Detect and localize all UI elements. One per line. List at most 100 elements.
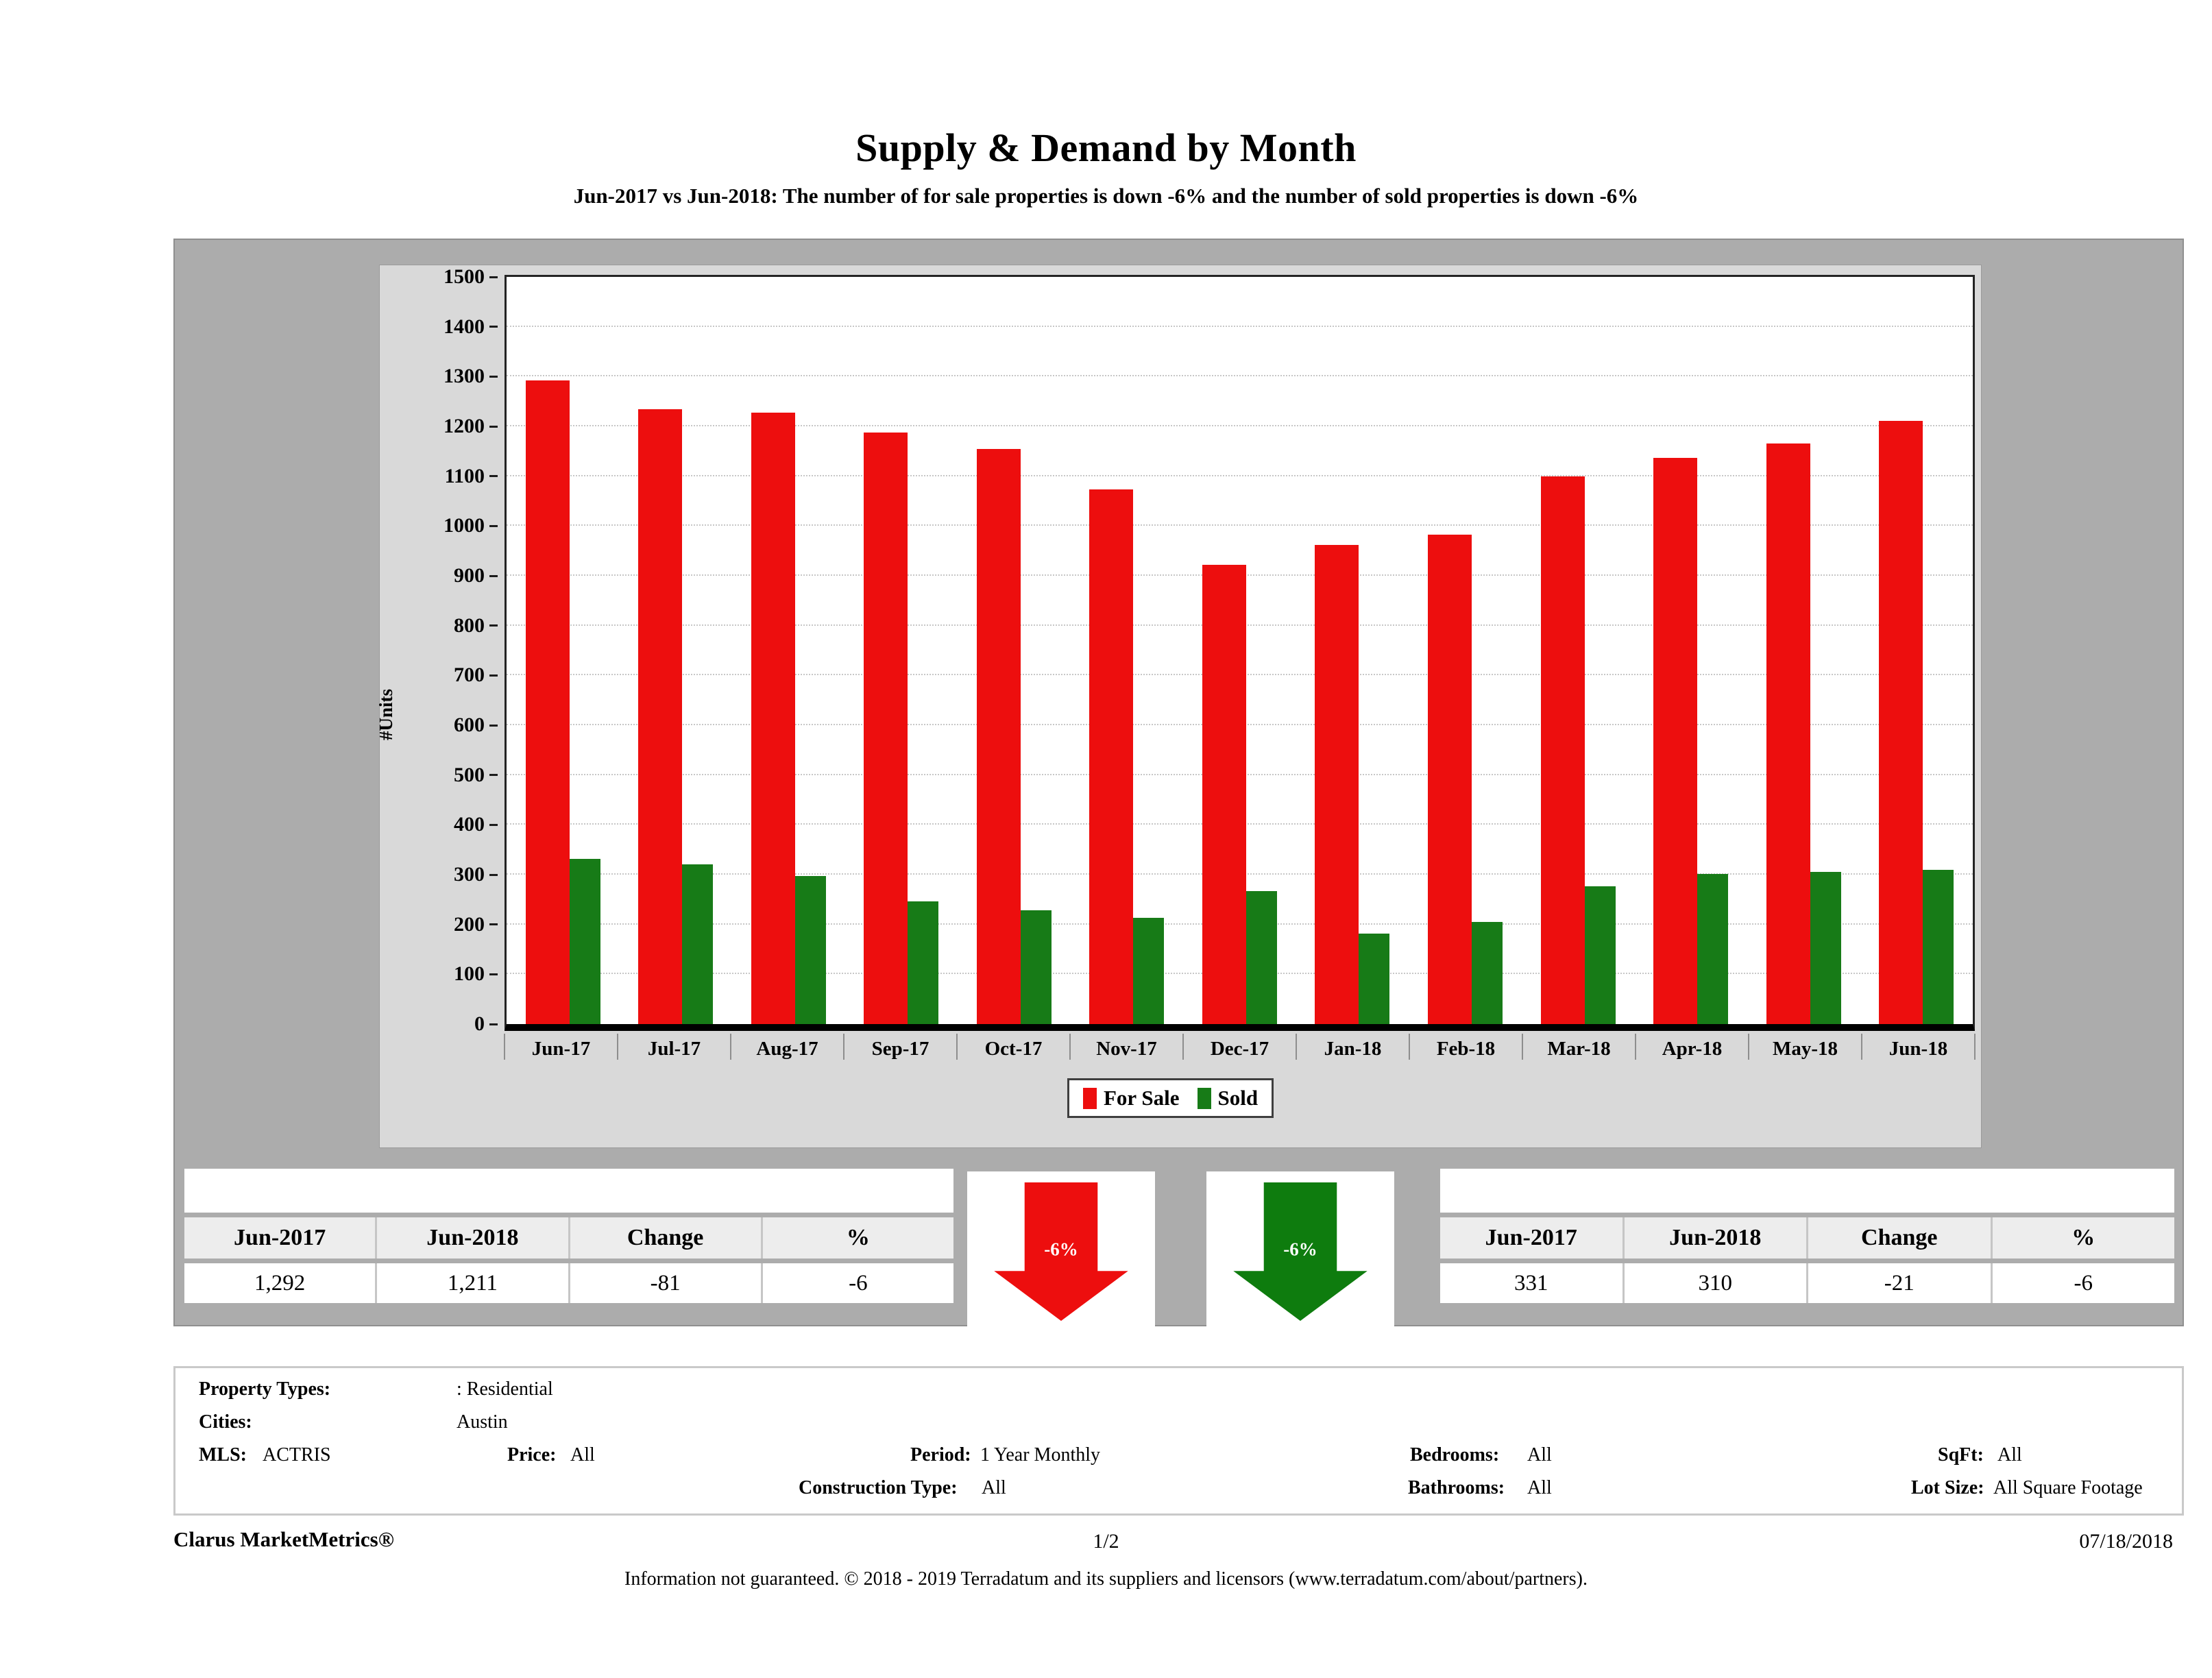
table-header-cell: Jun-2018 — [1622, 1217, 1807, 1258]
legend: For Sale Sold — [1067, 1078, 1274, 1118]
y-tick-label: 1100 — [445, 465, 498, 487]
bar-group — [1071, 277, 1184, 1024]
y-tick-label: 1500 — [443, 267, 498, 287]
bar-group — [958, 277, 1071, 1024]
bar-for-sale — [976, 448, 1021, 1024]
page-title: Supply & Demand by Month — [855, 125, 1357, 170]
bar-sold — [1697, 873, 1729, 1024]
x-axis-label: Mar-18 — [1547, 1038, 1611, 1060]
bedrooms-label: Bedrooms: — [1410, 1444, 1500, 1466]
bar-for-sale — [1653, 457, 1698, 1024]
mls-label: MLS: — [199, 1444, 247, 1466]
table-header-cell: % — [760, 1217, 953, 1258]
report-body-panel: #Units 0 100 200 300 400 500 600 700 800 900 1000 1… — [173, 239, 2184, 1328]
bedrooms-value: All — [1527, 1444, 1552, 1466]
table-value-row: 1,292 1,211 -81 -6 — [184, 1263, 953, 1303]
bar-for-sale — [1540, 476, 1585, 1024]
table-header-row: Jun-2017 Jun-2018 Change% — [1440, 1217, 2174, 1258]
bar-group — [1296, 277, 1409, 1024]
bar-group — [507, 277, 620, 1024]
bar-group — [1860, 277, 1973, 1024]
bar-group — [1747, 277, 1860, 1024]
table-value-cell: -6 — [1990, 1263, 2175, 1303]
table-header-row: Jun-2017 Jun-2018 Change% — [184, 1217, 953, 1258]
footer-brand: Clarus MarketMetrics® — [173, 1527, 394, 1551]
bar-for-sale — [864, 433, 908, 1024]
legend-label: For Sale — [1104, 1086, 1180, 1110]
y-axis: 0 100 200 300 400 500 600 700 800 900 1000 1100 1200… — [380, 267, 498, 1034]
y-tick-label: 900 — [454, 566, 498, 586]
y-tick-label: 1200 — [443, 416, 498, 437]
x-axis-label: Jun-17 — [531, 1038, 591, 1060]
construction-type-label: Construction Type: — [799, 1477, 958, 1498]
x-axis-label: Jul-17 — [647, 1038, 701, 1060]
y-tick-mark — [489, 624, 498, 627]
x-axis-label: Nov-17 — [1096, 1038, 1157, 1060]
table-value-cell: 331 — [1514, 1270, 1548, 1296]
table-value-cell: -6 — [760, 1263, 953, 1303]
gridline — [507, 524, 1973, 526]
bar-group — [1183, 277, 1296, 1024]
y-tick-mark — [489, 326, 498, 328]
bar-sold — [1245, 890, 1277, 1024]
price-value: All — [570, 1444, 595, 1466]
bar-for-sale — [1766, 443, 1810, 1024]
x-axis-label: Aug-17 — [756, 1038, 818, 1060]
y-tick-mark — [489, 1023, 498, 1025]
legend-item: For Sale — [1083, 1086, 1180, 1110]
y-tick-label: 0 — [474, 1014, 498, 1034]
x-axis-label: Apr-18 — [1662, 1038, 1723, 1060]
sold-arrow: -6% — [1206, 1171, 1394, 1328]
y-tick-mark — [489, 524, 498, 527]
table-value-cell: 1,292 — [254, 1270, 306, 1296]
for-sale-summary-table: Jun-2017 Jun-2018 Change% 1,292 1,211 -81 -6 — [184, 1169, 953, 1303]
bars — [507, 277, 1973, 1024]
mls-value: ACTRIS — [263, 1444, 331, 1466]
bar-for-sale — [1428, 534, 1472, 1024]
y-tick-label: 800 — [454, 615, 498, 636]
table-blank-row — [184, 1169, 953, 1213]
legend-swatch — [1083, 1087, 1097, 1109]
bar-group — [1522, 277, 1635, 1024]
construction-type-value: All — [982, 1477, 1006, 1498]
for-sale-arrow: -6% — [967, 1171, 1155, 1328]
page-subtitle: Jun-2017 vs Jun-2018: The number of for … — [573, 184, 1639, 208]
table-value-cell: 1,211 — [375, 1263, 568, 1303]
y-tick-mark — [489, 774, 498, 777]
lot-size-value: All Square Footage — [1993, 1477, 2143, 1498]
bar-sold — [1020, 910, 1052, 1024]
bar-group — [620, 277, 733, 1024]
bar-for-sale — [1202, 565, 1246, 1024]
bar-for-sale — [1315, 544, 1359, 1024]
bathrooms-value: All — [1527, 1477, 1552, 1498]
bar-sold — [1584, 886, 1616, 1024]
gridline — [507, 425, 1973, 426]
legend-swatch — [1197, 1087, 1211, 1109]
bar-sold — [1133, 917, 1165, 1024]
bar-for-sale — [1879, 421, 1923, 1024]
y-tick-mark — [489, 823, 498, 826]
x-axis-label: Sep-17 — [871, 1038, 929, 1060]
lot-size-label: Lot Size: — [1911, 1477, 1984, 1498]
for-sale-arrow-label: -6% — [1044, 1239, 1078, 1260]
y-tick-mark — [489, 973, 498, 975]
bar-for-sale — [1089, 489, 1134, 1024]
x-axis-label: Feb-18 — [1436, 1038, 1496, 1060]
bar-sold — [1923, 869, 1954, 1024]
y-tick-label: 600 — [454, 715, 498, 735]
bar-sold — [1472, 922, 1503, 1024]
legend-label: Sold — [1217, 1086, 1259, 1110]
table-separator — [184, 1213, 953, 1217]
y-tick-label: 200 — [454, 914, 498, 935]
chart-panel: #Units 0 100 200 300 400 500 600 700 800 900 1000 1… — [376, 265, 1982, 1148]
y-tick-label: 400 — [454, 814, 498, 835]
sold-summary-table: Jun-2017 Jun-2018 Change% 331 310 -21 -6 — [1440, 1169, 2174, 1303]
bar-sold — [682, 864, 714, 1024]
y-tick-mark — [489, 425, 498, 428]
table-header-cell: Jun-2017 — [1485, 1225, 1577, 1250]
y-tick-label: 300 — [454, 864, 498, 885]
bar-for-sale — [525, 380, 570, 1024]
y-tick-mark — [489, 674, 498, 677]
period-value: 1 Year Monthly — [980, 1444, 1101, 1466]
y-tick-label: 1400 — [443, 316, 498, 337]
